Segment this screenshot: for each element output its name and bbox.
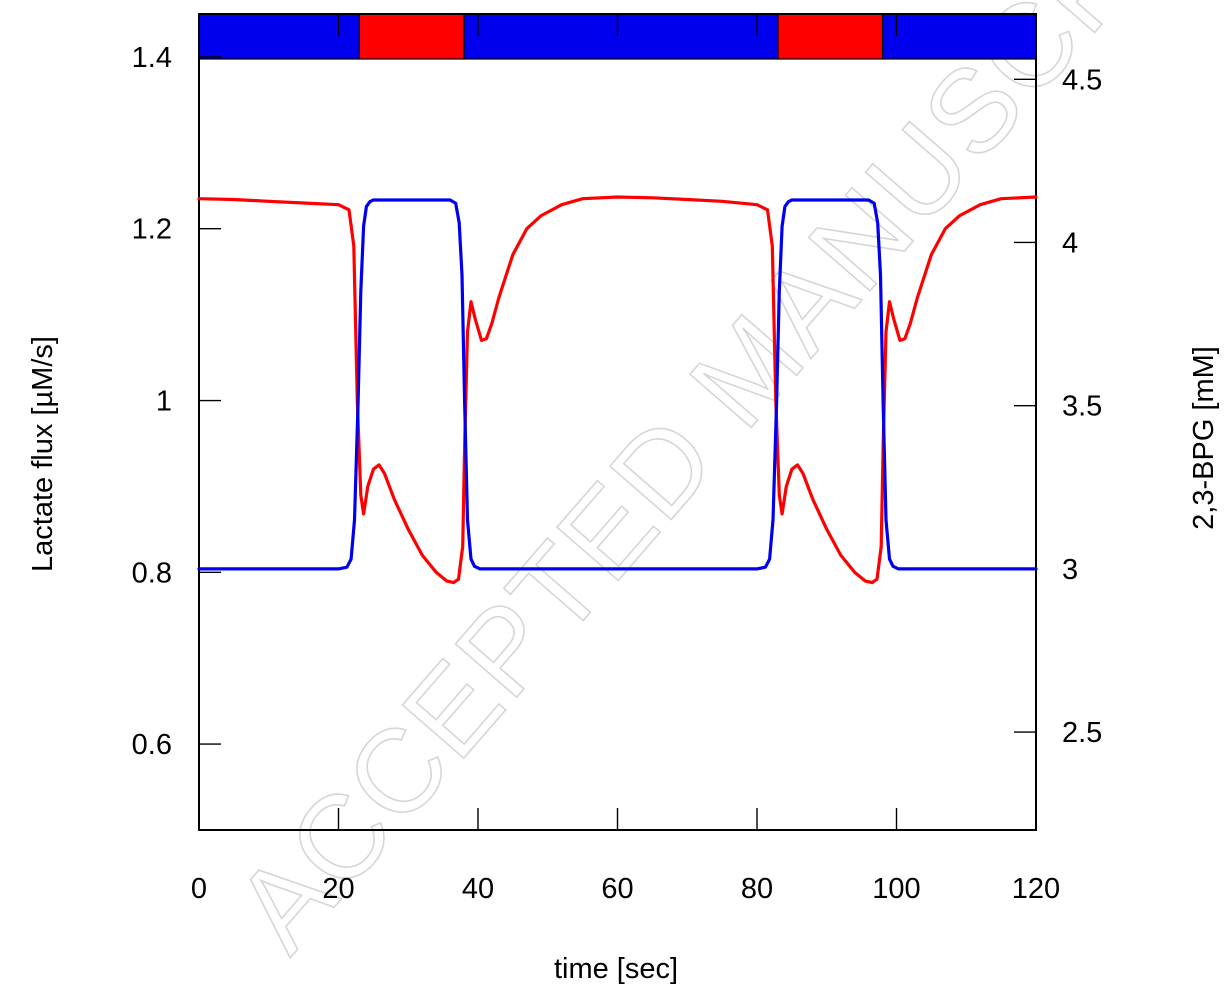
x-tick-label-0: 0	[191, 873, 207, 905]
y-left-tick-label-0: 0.6	[132, 729, 172, 761]
y-left-tick-label-1: 0.8	[132, 557, 172, 589]
y-right-tick-label-4: 4.5	[1062, 64, 1102, 96]
state-bar-segment-2	[463, 13, 779, 60]
watermark-text: ACCEPTED MANUSCRIPT	[210, 0, 1225, 975]
y-axis-right-label: 2,3-BPG [mM]	[1188, 346, 1220, 530]
x-tick-label-3: 60	[601, 873, 633, 905]
x-tick-label-4: 80	[741, 873, 773, 905]
y-left-tick-label-4: 1.4	[132, 42, 172, 74]
y-left-tick-label-3: 1.2	[132, 214, 172, 246]
x-tick-label-5: 100	[872, 873, 920, 905]
x-tick-label-1: 20	[322, 873, 354, 905]
y-right-tick-label-2: 3.5	[1062, 391, 1102, 423]
y-axis-left-label: Lactate flux [µM/s]	[27, 336, 59, 572]
axes: 0 20 40 60 80 100 120 0.6 0.8 1 1.2 1.4 2.5 3 3.5 4 4.5	[132, 13, 1102, 905]
x-tick-label-2: 40	[462, 873, 494, 905]
watermark: ACCEPTED MANUSCRIPT	[209, 0, 1225, 976]
x-tick-label-6: 120	[1012, 873, 1060, 905]
axis-labels: time [sec] Lactate flux [µM/s] 2,3-BPG […	[27, 336, 1220, 985]
state-bar-segment-3	[777, 13, 884, 60]
y-right-tick-label-1: 3	[1062, 554, 1078, 586]
state-bar-segment-1	[358, 13, 465, 60]
series-lines	[197, 195, 1038, 585]
state-bar-segment-4	[881, 13, 1037, 60]
y-right-tick-label-3: 4	[1062, 227, 1078, 259]
state-bar-segment-0	[198, 13, 361, 60]
x-axis-label: time [sec]	[554, 953, 678, 985]
lactate-flux-series-line	[197, 195, 1038, 585]
bpg-series-line	[197, 198, 1038, 571]
y-right-tick-label-0: 2.5	[1062, 717, 1102, 749]
y-left-tick-label-2: 1	[156, 386, 172, 418]
